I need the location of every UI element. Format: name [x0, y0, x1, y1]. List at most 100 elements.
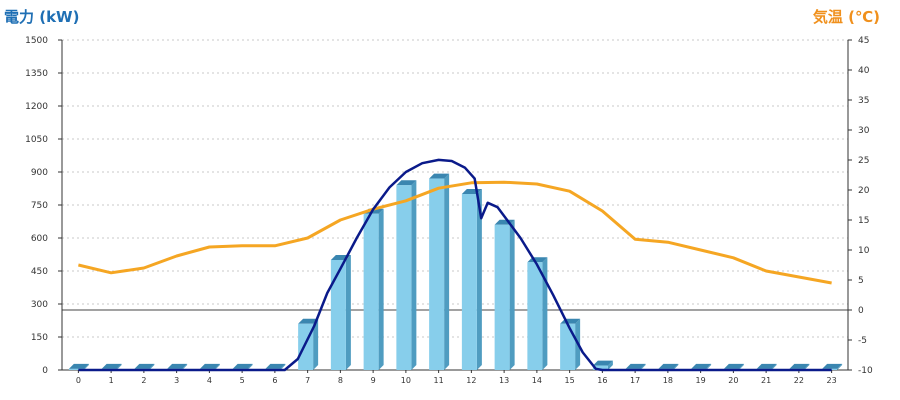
x-tick-label: 10	[401, 376, 411, 385]
left-tick-label: 150	[31, 333, 48, 343]
right-tick-label: 45	[858, 36, 869, 46]
bar-side	[247, 363, 253, 370]
x-tick-label: 17	[630, 376, 640, 385]
x-tick-label: 6	[272, 376, 277, 385]
bar-top	[691, 363, 712, 369]
x-tick-label: 7	[305, 376, 310, 385]
left-tick-label: 750	[31, 201, 48, 211]
right-tick-label: 35	[858, 96, 869, 106]
x-tick-label: 2	[141, 376, 146, 385]
x-tick-label: 9	[371, 376, 376, 385]
bar-top	[265, 363, 286, 369]
right-tick-label: 40	[858, 66, 870, 76]
right-tick-label: -5	[858, 336, 867, 346]
bar-top	[134, 363, 155, 369]
bar-side	[378, 208, 384, 370]
bar	[68, 368, 84, 370]
bar-side	[509, 219, 515, 370]
left-tick-label: 1350	[25, 69, 48, 79]
x-tick-label: 18	[663, 376, 673, 385]
left-tick-label: 1200	[25, 102, 48, 112]
bar-side	[116, 363, 122, 370]
x-tick-label: 13	[499, 376, 509, 385]
bar-side	[476, 189, 482, 370]
bar-side	[542, 257, 548, 370]
bar-side	[280, 363, 286, 370]
bar-top	[658, 363, 679, 369]
bar-top	[232, 363, 253, 369]
bar-side	[313, 318, 319, 370]
x-tick-label: 8	[338, 376, 343, 385]
right-tick-label: 25	[858, 156, 869, 166]
bar-side	[640, 363, 646, 370]
left-tick-label: 1500	[25, 36, 48, 46]
bar-top	[789, 363, 810, 369]
bar-top	[68, 363, 89, 369]
x-tick-label: 11	[434, 376, 444, 385]
bar	[560, 323, 576, 370]
bar	[494, 224, 510, 370]
x-tick-label: 5	[240, 376, 245, 385]
left-tick-label: 450	[31, 267, 48, 277]
bar-top	[298, 318, 319, 324]
bar-side	[706, 363, 712, 370]
bar-side	[345, 255, 351, 370]
x-tick-label: 20	[728, 376, 738, 385]
bar-top	[625, 363, 646, 369]
x-tick-label: 14	[532, 376, 542, 385]
bar-side	[214, 363, 220, 370]
bar	[461, 194, 477, 370]
right-tick-label: -10	[858, 366, 873, 376]
right-tick-label: 5	[858, 276, 864, 286]
right-tick-label: 20	[858, 186, 870, 196]
x-tick-label: 22	[794, 376, 804, 385]
x-tick-label: 3	[174, 376, 179, 385]
x-tick-label: 16	[597, 376, 607, 385]
x-tick-label: 0	[76, 376, 81, 385]
bar-top	[723, 363, 744, 369]
bar	[330, 260, 346, 370]
bar-top	[199, 363, 220, 369]
bar-side	[444, 173, 450, 370]
right-tick-label: 30	[858, 126, 870, 136]
bar-side	[771, 363, 777, 370]
right-tick-label: 15	[858, 216, 869, 226]
x-tick-label: 4	[207, 376, 212, 385]
left-tick-label: 300	[31, 300, 48, 310]
left-tick-label: 900	[31, 168, 48, 178]
x-tick-label: 23	[827, 376, 837, 385]
left-axis-title: 電力 (kW)	[4, 8, 80, 26]
bar	[592, 365, 608, 370]
left-tick-label: 1050	[25, 135, 48, 145]
bar-side	[182, 363, 188, 370]
left-tick-label: 600	[31, 234, 48, 244]
bar-side	[738, 363, 744, 370]
bar-side	[837, 363, 843, 370]
bar-top	[101, 363, 122, 369]
power-line	[78, 158, 832, 372]
right-tick-label: 10	[858, 246, 870, 256]
right-axis-title: 気温 (℃)	[812, 8, 880, 26]
bar	[527, 262, 543, 370]
bar-side	[411, 180, 417, 370]
temperature-line	[78, 180, 832, 285]
bar-top	[167, 363, 188, 369]
bar-side	[83, 363, 89, 370]
bar-side	[673, 363, 679, 370]
bar	[396, 185, 412, 370]
bar-side	[149, 363, 155, 370]
bar-top	[396, 180, 417, 186]
bar	[363, 213, 379, 370]
x-tick-label: 12	[466, 376, 476, 385]
x-tick-label: 21	[761, 376, 771, 385]
left-tick-label: 0	[42, 366, 48, 376]
x-tick-label: 15	[565, 376, 575, 385]
bar-top	[592, 360, 613, 366]
bar-side	[607, 360, 613, 370]
x-tick-label: 19	[696, 376, 706, 385]
bar-top	[429, 173, 450, 179]
bar-top	[756, 363, 777, 369]
bar-top	[822, 363, 843, 369]
